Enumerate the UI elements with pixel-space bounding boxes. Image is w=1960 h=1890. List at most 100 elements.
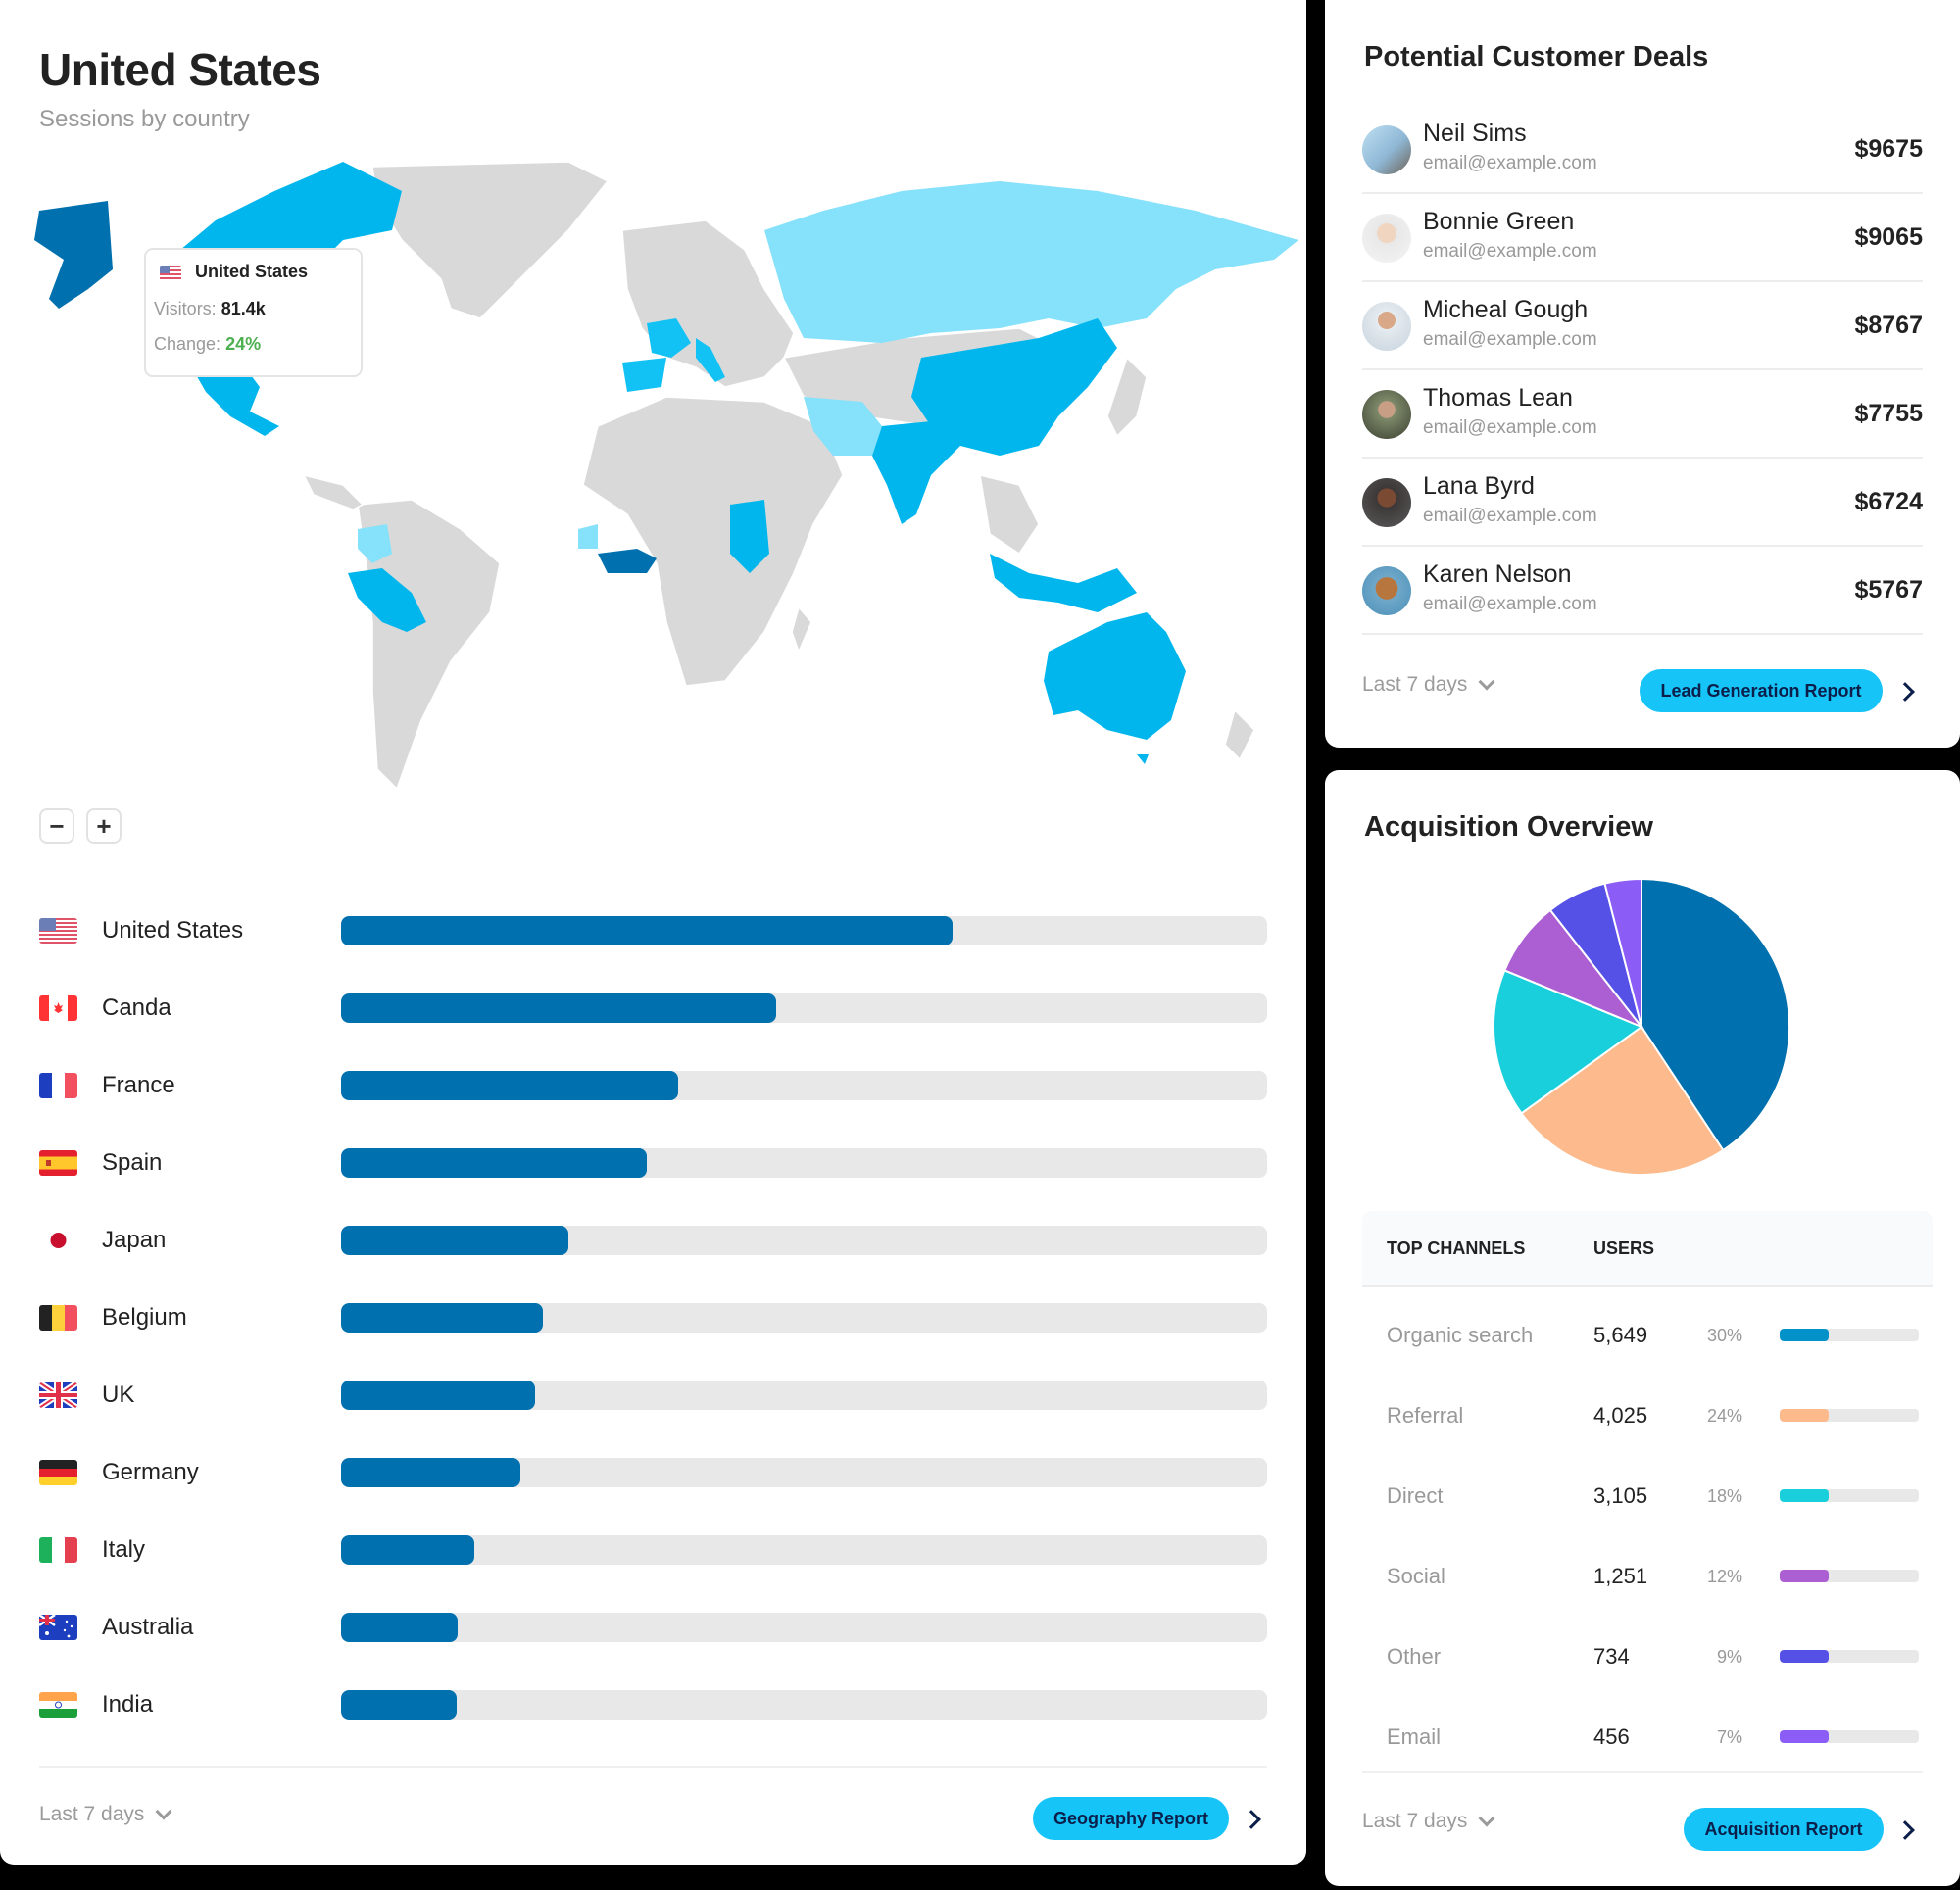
geography-card: United States Sessions by country xyxy=(0,0,1306,1865)
country-row: Canda xyxy=(39,989,1267,1028)
channel-bar xyxy=(1780,1650,1919,1663)
map-madagascar xyxy=(791,606,812,654)
deal-row[interactable]: Karen Nelson email@example.com $5767 xyxy=(1362,547,1923,635)
country-bar xyxy=(341,1458,1267,1487)
channel-name: Other xyxy=(1387,1644,1442,1669)
deal-name: Thomas Lean xyxy=(1423,384,1573,412)
country-bar xyxy=(341,1613,1267,1642)
de-flag-icon xyxy=(39,1460,77,1485)
channel-name: Direct xyxy=(1387,1483,1444,1508)
avatar xyxy=(1362,478,1411,527)
acquisition-title: Acquisition Overview xyxy=(1364,811,1653,843)
map-central-america xyxy=(302,473,365,510)
acquisition-pie-chart[interactable] xyxy=(1493,878,1790,1176)
deal-row[interactable]: Thomas Lean email@example.com $7755 xyxy=(1362,370,1923,459)
country-name: United States xyxy=(102,917,244,944)
lead-generation-report-button[interactable]: Lead Generation Report xyxy=(1640,669,1883,712)
date-range-label: Last 7 days xyxy=(1362,1810,1468,1832)
avatar xyxy=(1362,125,1411,174)
chevron-right-icon[interactable] xyxy=(1895,682,1915,702)
country-name: France xyxy=(102,1072,175,1098)
tooltip-visitors-value: 81.4k xyxy=(220,299,266,318)
country-bar-fill xyxy=(341,1690,458,1720)
country-name: UK xyxy=(102,1381,135,1408)
geography-report-button[interactable]: Geography Report xyxy=(1033,1797,1229,1840)
date-range-dropdown[interactable]: Last 7 days xyxy=(1362,673,1495,697)
acquisition-report-button[interactable]: Acquisition Report xyxy=(1684,1808,1884,1851)
chevron-right-icon[interactable] xyxy=(1242,1810,1261,1829)
channel-bar-fill xyxy=(1780,1650,1829,1663)
channel-percent: 30% xyxy=(1706,1326,1742,1345)
date-range-label: Last 7 days xyxy=(39,1803,145,1825)
deal-amount: $9065 xyxy=(1854,223,1923,251)
gb-flag-icon xyxy=(39,1382,77,1408)
channel-percent: 18% xyxy=(1706,1486,1742,1506)
deal-row[interactable]: Lana Byrd email@example.com $6724 xyxy=(1362,459,1923,547)
country-bar xyxy=(341,1148,1267,1178)
channel-users: 3,105 xyxy=(1593,1483,1648,1508)
map-india xyxy=(872,421,960,524)
channel-bar-fill xyxy=(1780,1570,1829,1582)
avatar xyxy=(1362,302,1411,351)
country-bar-fill xyxy=(341,1226,568,1255)
country-row: India xyxy=(39,1685,1267,1724)
minus-icon: − xyxy=(49,810,65,841)
avatar xyxy=(1362,566,1411,615)
country-row: Australia xyxy=(39,1608,1267,1647)
zoom-out-button[interactable]: − xyxy=(39,808,74,844)
country-bar xyxy=(341,1303,1267,1333)
map-japan xyxy=(1106,356,1148,438)
map-mexico xyxy=(186,358,279,436)
channel-bar-fill xyxy=(1780,1489,1829,1502)
map-alaska xyxy=(34,201,113,309)
world-map[interactable] xyxy=(20,162,1303,808)
country-bar-fill xyxy=(341,1381,536,1410)
header-top-channels: TOP CHANNELS xyxy=(1387,1238,1526,1258)
country-name: Belgium xyxy=(102,1304,187,1331)
deal-email: email@example.com xyxy=(1423,417,1597,438)
country-row: France xyxy=(39,1066,1267,1105)
es-flag-icon xyxy=(39,1150,77,1176)
plus-icon: + xyxy=(96,810,112,841)
map-iran xyxy=(804,397,882,456)
map-tasmania xyxy=(1137,754,1149,764)
map-greenland xyxy=(371,162,610,319)
it-flag-icon xyxy=(39,1537,77,1563)
country-row: Germany xyxy=(39,1453,1267,1492)
channel-users: 456 xyxy=(1593,1724,1630,1749)
deal-amount: $5767 xyxy=(1854,576,1923,604)
row-divider xyxy=(1362,192,1923,194)
map-indonesia xyxy=(990,554,1137,612)
channel-bar-fill xyxy=(1780,1409,1829,1422)
deal-row[interactable]: Neil Sims email@example.com $9675 xyxy=(1362,106,1923,194)
date-range-dropdown[interactable]: Last 7 days xyxy=(39,1803,172,1826)
deal-email: email@example.com xyxy=(1423,506,1597,526)
date-range-dropdown[interactable]: Last 7 days xyxy=(1362,1810,1495,1833)
country-bar xyxy=(341,916,1267,945)
country-bar xyxy=(341,1535,1267,1565)
channel-bar xyxy=(1780,1489,1919,1502)
deal-email: email@example.com xyxy=(1423,594,1597,614)
deal-row[interactable]: Micheal Gough email@example.com $8767 xyxy=(1362,282,1923,370)
avatar xyxy=(1362,390,1411,439)
deal-email: email@example.com xyxy=(1423,241,1597,262)
channel-users: 734 xyxy=(1593,1644,1630,1669)
date-range-label: Last 7 days xyxy=(1362,673,1468,696)
country-name: Japan xyxy=(102,1227,167,1253)
zoom-in-button[interactable]: + xyxy=(86,808,122,844)
pie-slice-referral xyxy=(1520,1025,1725,1176)
chevron-right-icon[interactable] xyxy=(1895,1820,1915,1840)
acquisition-overview-card: Acquisition Overview TOP CHANNELS USERS … xyxy=(1325,770,1960,1886)
chevron-down-icon xyxy=(155,1803,172,1820)
tooltip-visitors: Visitors: 81.4k xyxy=(154,299,266,318)
map-africa xyxy=(582,396,844,687)
channel-users: 5,649 xyxy=(1593,1323,1648,1347)
country-row: Spain xyxy=(39,1143,1267,1183)
map-south-america xyxy=(357,499,501,791)
row-divider xyxy=(1362,457,1923,459)
ca-flag-icon xyxy=(39,995,77,1021)
deal-row[interactable]: Bonnie Green email@example.com $9065 xyxy=(1362,194,1923,282)
deals-title: Potential Customer Deals xyxy=(1364,41,1709,73)
channel-bar-fill xyxy=(1780,1730,1829,1743)
country-bar-fill xyxy=(341,1458,521,1487)
